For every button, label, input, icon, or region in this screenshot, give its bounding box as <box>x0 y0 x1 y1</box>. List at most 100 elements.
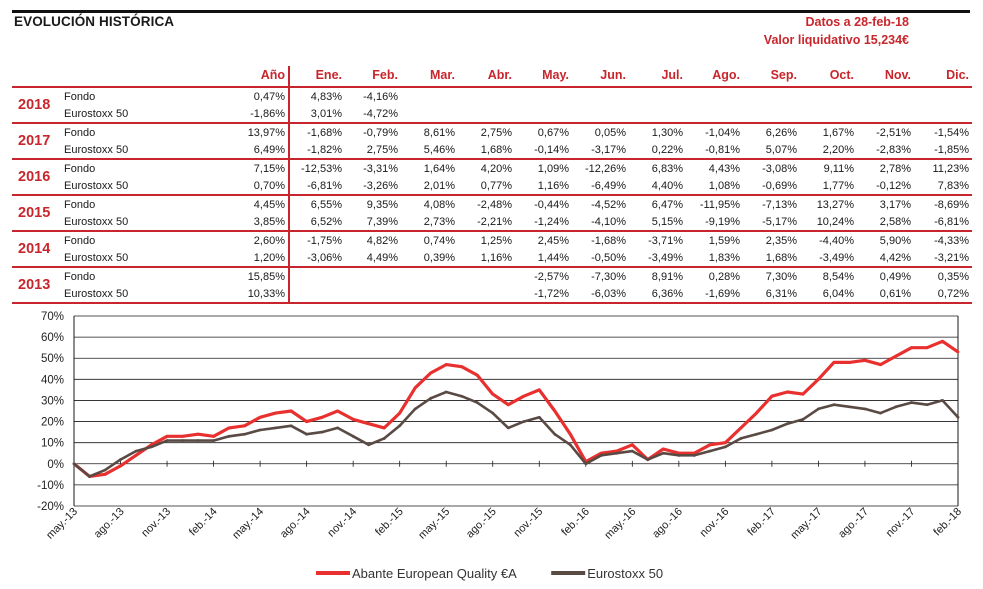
series-name-cell: Fondo <box>64 126 96 139</box>
data-point <box>646 458 650 461</box>
month-cell: 0,28% <box>708 270 740 283</box>
x-tick-label: nov.-15 <box>512 506 546 540</box>
month-cell: 3,01% <box>289 105 345 124</box>
month-cell: 4,08% <box>423 198 455 211</box>
month-cell: -1,82% <box>289 141 345 160</box>
data-point <box>289 424 293 428</box>
x-tick-label: may.-17 <box>789 506 825 542</box>
table-row: Eurostoxx 50 6,49% -1,82% 2,75% 5,46% 1,68% -0… <box>12 141 972 160</box>
month-cell: 1,77% <box>800 177 857 196</box>
data-point <box>367 443 371 447</box>
ytd-cell: -1,86% <box>232 105 290 124</box>
month-cell: -7,13% <box>762 198 797 211</box>
y-tick-label: 50% <box>41 353 64 365</box>
month-cell: -6,81% <box>289 177 345 196</box>
header-spacer <box>12 66 62 88</box>
data-point <box>491 392 495 396</box>
month-cell: 8,54% <box>822 270 854 283</box>
y-tick-label: 20% <box>41 417 64 429</box>
y-tick-label: -20% <box>37 501 64 513</box>
month-cell: -1,68% <box>307 126 342 139</box>
month-cell: 0,74% <box>423 234 455 247</box>
month-cell: 2,75% <box>480 126 512 139</box>
month-cell: -1,54% <box>934 126 969 139</box>
table-row: Eurostoxx 50 0,70% -6,81% -3,26% 2,01% 0,77% 1… <box>12 177 972 196</box>
table-row: 2014 Fondo 2,60% -1,75% 4,82% 0,74% 1,25% 2,45%… <box>12 231 972 268</box>
month-cell: 6,04% <box>800 285 857 304</box>
data-point <box>181 439 184 442</box>
month-cell: 4,20% <box>480 162 512 175</box>
series-name-cell: Eurostoxx 50 <box>62 285 232 304</box>
year-label: 2015 <box>12 195 62 232</box>
month-cell <box>743 87 800 105</box>
data-point <box>553 409 557 413</box>
month-cell: 4,82% <box>366 234 398 247</box>
data-point <box>475 373 479 377</box>
data-point <box>429 371 433 375</box>
month-cell: 7,39% <box>345 213 401 232</box>
month-cell: 3,17% <box>879 198 911 211</box>
month-cell: -6,49% <box>572 177 629 196</box>
ytd-cell: 0,70% <box>232 177 290 196</box>
y-tick-label: -10% <box>37 480 64 492</box>
table-row: 2013 Fondo 15,85% -2,57% -7,30% 8,91% 0,28% 7,3… <box>12 267 972 304</box>
month-cell <box>743 105 800 124</box>
month-cell: -0,79% <box>363 126 398 139</box>
data-point <box>351 418 355 421</box>
month-cell: 2,45% <box>537 234 569 247</box>
y-tick-label: 60% <box>41 332 64 344</box>
data-point <box>522 394 526 398</box>
month-cell: -2,21% <box>458 213 515 232</box>
month-cell: 0,49% <box>879 270 911 283</box>
month-cell: 7,30% <box>765 270 797 283</box>
month-cell: -1,24% <box>515 213 572 232</box>
data-point <box>786 422 789 426</box>
month-cell <box>515 87 572 105</box>
data-point <box>817 407 820 411</box>
data-point <box>925 403 929 407</box>
y-tick-label: 40% <box>41 374 64 386</box>
month-cell <box>686 105 743 124</box>
month-cell: 5,15% <box>629 213 686 232</box>
data-point <box>863 407 867 411</box>
month-cell: 1,16% <box>515 177 572 196</box>
data-point <box>413 407 417 411</box>
data-point <box>72 462 76 466</box>
month-cell: -1,72% <box>515 285 572 304</box>
month-cell <box>289 285 345 304</box>
month-cell <box>458 285 515 304</box>
data-point <box>941 339 944 343</box>
data-point <box>630 449 634 453</box>
data-point <box>119 464 122 468</box>
month-cell: 1,59% <box>708 234 740 247</box>
month-cell: 0,35% <box>937 270 969 283</box>
month-cell <box>401 105 458 124</box>
data-point <box>786 390 789 394</box>
data-point <box>584 462 588 466</box>
data-point <box>196 439 200 442</box>
month-cell: -3,21% <box>914 249 972 268</box>
month-cell: 2,75% <box>345 141 401 160</box>
month-cell <box>458 87 515 105</box>
x-tick-label: ago.-14 <box>278 506 313 541</box>
month-cell: -8,69% <box>934 198 969 211</box>
data-point <box>630 443 634 447</box>
data-point <box>367 422 371 426</box>
x-tick-label: feb.-14 <box>187 506 220 539</box>
month-cell: -1,68% <box>591 234 626 247</box>
month-cell: -4,33% <box>934 234 969 247</box>
year-label: 2018 <box>12 87 62 124</box>
header-month: Jul. <box>629 66 686 88</box>
series-name-cell: Eurostoxx 50 <box>62 249 232 268</box>
data-point <box>305 420 309 423</box>
table-row: Eurostoxx 50 10,33% -1,72% -6,03% 6,36% -1,69… <box>12 285 972 304</box>
data-point <box>832 403 836 407</box>
data-point <box>553 432 557 436</box>
month-cell: -0,69% <box>743 177 800 196</box>
month-cell <box>401 285 458 304</box>
month-cell: 6,47% <box>651 198 683 211</box>
month-cell <box>289 267 345 285</box>
data-point <box>243 432 246 436</box>
series-name-cell: Eurostoxx 50 <box>62 141 232 160</box>
month-cell <box>914 87 972 105</box>
